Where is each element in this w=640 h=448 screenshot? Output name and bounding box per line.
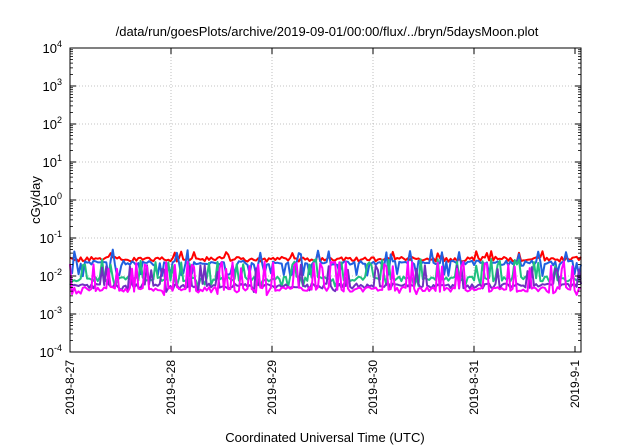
series-line — [69, 260, 582, 297]
x-tick-label: 2019-8-27 — [63, 360, 77, 415]
y-ticks: 10-4 10-3 10-2 10-1 100 101 102 103 104 — [40, 39, 581, 360]
y-tick-label: 103 — [43, 77, 62, 94]
grid — [70, 48, 581, 352]
y-tick-label: 100 — [43, 191, 62, 208]
y-tick-label: 10-3 — [40, 305, 62, 322]
series-group — [69, 248, 582, 297]
y-tick-label: 102 — [43, 115, 62, 132]
x-tick-label: 2019-8-30 — [366, 360, 380, 415]
y-tick-label: 10-2 — [40, 267, 62, 284]
y-tick-label: 104 — [43, 39, 62, 56]
series-line — [69, 250, 582, 263]
series-line — [69, 263, 582, 293]
x-tick-label: 2019-8-29 — [265, 360, 279, 415]
chart-title: /data/run/goesPlots/archive/2019-09-01/0… — [116, 24, 539, 39]
x-tick-label: 2019-8-31 — [467, 360, 481, 415]
x-tick-label: 2019-8-28 — [164, 360, 178, 415]
y-tick-label: 101 — [43, 153, 62, 170]
y-tick-label: 10-4 — [40, 343, 62, 360]
x-ticks: 2019-8-27 2019-8-28 2019-8-29 2019-8-30 2019… — [63, 48, 582, 415]
y-axis-label: cGy/day — [28, 176, 43, 224]
x-axis-label: Coordinated Universal Time (UTC) — [225, 430, 424, 445]
y-tick-label: 10-1 — [40, 229, 62, 246]
x-tick-label: 2019-9-1 — [568, 360, 582, 408]
